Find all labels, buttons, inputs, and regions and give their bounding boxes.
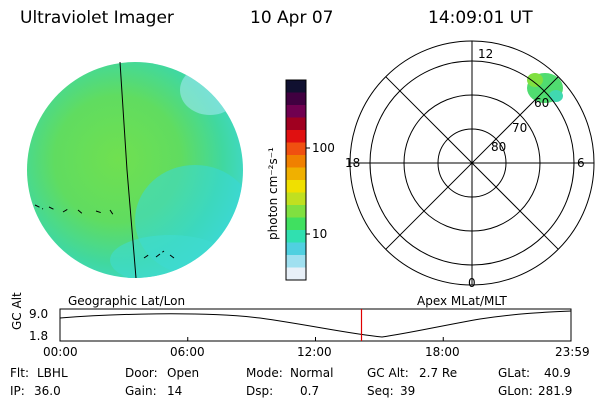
geographic-label: Geographic Lat/Lon — [68, 294, 186, 308]
colorbar — [285, 79, 310, 281]
colorbar-band — [286, 105, 306, 118]
xtick-0600: 06:00 — [170, 345, 205, 359]
mode-value: Normal — [290, 366, 334, 380]
glat-value: 40.9 — [544, 366, 571, 380]
colorbar-tick-100: 100 — [312, 141, 335, 155]
glat-label: GLat: — [498, 366, 531, 380]
colorbar-band — [286, 255, 306, 268]
lat-label-80: 80 — [491, 140, 507, 154]
seq-label: Seq: — [367, 384, 394, 398]
ip-value: 36.0 — [34, 384, 61, 398]
observation-date: 10 Apr 07 — [250, 8, 334, 28]
lat-label-60: 60 — [534, 96, 550, 110]
apex-label: Apex MLat/MLT — [417, 294, 507, 308]
xtick-2359: 23:59 — [555, 345, 590, 359]
door-label: Door: — [125, 366, 158, 380]
gain-value: 14 — [167, 384, 183, 398]
mlt-label-12: 12 — [478, 47, 494, 61]
altitude-ytick-top: 9.0 — [29, 307, 49, 321]
gcalt-value: 2.7 Re — [419, 366, 458, 380]
glon-value: 281.9 — [538, 384, 573, 398]
glon-label: GLon: — [498, 384, 533, 398]
mode-label: Mode: — [246, 366, 283, 380]
colorbar-band — [286, 192, 306, 206]
colorbar-band — [286, 205, 306, 218]
colorbar-band — [286, 80, 306, 93]
door-value: Open — [167, 366, 200, 380]
mlt-label-0: 0 — [468, 276, 476, 290]
xtick-1800: 18:00 — [425, 345, 460, 359]
altitude-ytick-bottom: 1.8 — [29, 329, 49, 343]
colorbar-band — [286, 180, 306, 193]
flt-label: Flt: — [10, 366, 29, 380]
lat-label-70: 70 — [512, 121, 528, 135]
colorbar-tick-10: 10 — [312, 227, 328, 241]
dsp-label: Dsp: — [246, 384, 274, 398]
observation-time: 14:09:01 UT — [428, 8, 533, 28]
colorbar-band — [286, 130, 306, 143]
colorbar-band — [286, 142, 306, 156]
ip-label: IP: — [10, 384, 25, 398]
seq-value: 39 — [400, 384, 416, 398]
mlt-label-18: 18 — [345, 156, 361, 170]
altitude-curve — [59, 310, 572, 338]
instrument-title: Ultraviolet Imager — [20, 8, 174, 28]
colorbar-band — [286, 217, 306, 231]
flt-value: LBHL — [37, 366, 68, 380]
colorbar-band — [286, 167, 306, 181]
colorbar-band — [286, 117, 306, 131]
coastline — [34, 204, 175, 259]
colorbar-band — [286, 242, 306, 256]
colorbar-band — [286, 155, 306, 168]
meridian-line — [119, 61, 137, 279]
altitude-ylabel: GC Alt — [10, 292, 24, 330]
gcalt-label: GC Alt: — [367, 366, 409, 380]
colorbar-band — [286, 92, 306, 106]
xtick-1200: 12:00 — [297, 345, 332, 359]
xtick-0000: 00:00 — [43, 345, 78, 359]
dsp-value: 0.7 — [300, 384, 320, 398]
mlt-label-6: 6 — [577, 156, 585, 170]
colorbar-band — [286, 267, 306, 281]
colorbar-band — [286, 230, 306, 243]
gain-label: Gain: — [125, 384, 157, 398]
